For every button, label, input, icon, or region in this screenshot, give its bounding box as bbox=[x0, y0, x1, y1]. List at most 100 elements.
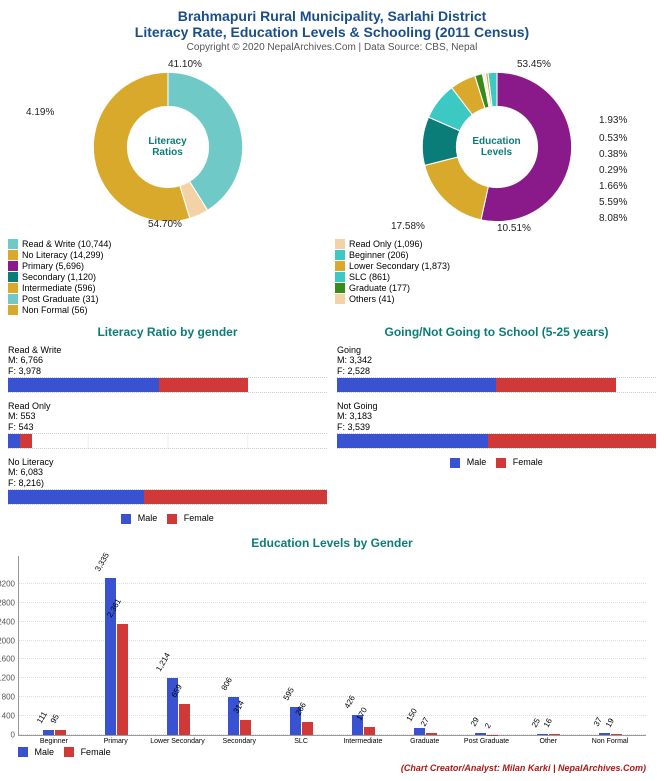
legend-label: No Literacy (14,299) bbox=[22, 250, 104, 260]
vbar-legend: Male Female bbox=[18, 747, 656, 758]
vbar-category: Secondary bbox=[209, 738, 269, 745]
legend-item: Secondary (1,120) bbox=[8, 272, 329, 282]
ytick: 2400 bbox=[0, 617, 15, 626]
vbar-category: Non Formal bbox=[580, 738, 640, 745]
hbar-label: No LiteracyM: 6,083F: 8,216) bbox=[8, 457, 327, 488]
legend-label: Primary (5,696) bbox=[22, 261, 84, 271]
legend-label: Beginner (206) bbox=[349, 250, 409, 260]
pct-label: 0.53% bbox=[599, 133, 627, 144]
legend-label: Secondary (1,120) bbox=[22, 272, 96, 282]
legend-item: Read & Write (10,744) bbox=[8, 239, 329, 249]
vbar-value: 37 bbox=[592, 716, 604, 728]
donut-literacy: LiteracyRatios41.10%4.19%54.70% bbox=[8, 57, 327, 237]
hbar-male bbox=[337, 378, 496, 392]
legend-label: Read Only (1,096) bbox=[349, 239, 423, 249]
hbar-label: Not GoingM: 3,183F: 3,539 bbox=[337, 401, 656, 432]
ytick: 1200 bbox=[0, 674, 15, 683]
vbar-group: 150 27 bbox=[395, 556, 455, 735]
legend-swatch bbox=[8, 239, 18, 249]
ytick: 2800 bbox=[0, 598, 15, 607]
legend-swatch bbox=[335, 239, 345, 249]
vbar-male: 150 bbox=[414, 728, 425, 735]
vbar-value: 25 bbox=[530, 716, 542, 728]
hbar-label: GoingM: 3,342F: 2,528 bbox=[337, 345, 656, 376]
hbar2-title: Going/Not Going to School (5-25 years) bbox=[337, 325, 656, 339]
vbar-value: 29 bbox=[469, 716, 481, 728]
vbar-value: 2 bbox=[483, 721, 493, 729]
vbar-group: 25 16 bbox=[519, 556, 579, 735]
hbar-male bbox=[337, 434, 488, 448]
pct-label: 1.66% bbox=[599, 181, 627, 192]
vbar-group: 806 314 bbox=[210, 556, 270, 735]
vbar-female: 16 bbox=[549, 734, 560, 735]
hbar-row: No LiteracyM: 6,083F: 8,216) bbox=[8, 457, 327, 505]
vbar-group: 1,214 659 bbox=[148, 556, 208, 735]
pct-label: 0.38% bbox=[599, 149, 627, 160]
hbar1-legend: Male Female bbox=[8, 513, 327, 524]
hbar-male bbox=[8, 434, 20, 448]
shared-legend: Read & Write (10,744) Read Only (1,096) No… bbox=[8, 239, 656, 315]
legend-male: Male bbox=[138, 513, 158, 523]
vbar-group: 595 266 bbox=[272, 556, 332, 735]
legend-female: Female bbox=[81, 747, 111, 757]
vbar-value: 595 bbox=[281, 686, 295, 702]
hbar-row: Read & WriteM: 6,766F: 3,978 bbox=[8, 345, 327, 393]
hbar-row: Not GoingM: 3,183F: 3,539 bbox=[337, 401, 656, 449]
legend-item: Others (41) bbox=[335, 294, 656, 304]
vbar-category: Primary bbox=[86, 738, 146, 745]
vbar-female: 27 bbox=[426, 733, 437, 734]
hbar1-title: Literacy Ratio by gender bbox=[8, 325, 327, 339]
vbar-female: 95 bbox=[55, 730, 66, 734]
infographic-root: Brahmapuri Rural Municipality, Sarlahi D… bbox=[0, 0, 664, 781]
hbar-row: GoingM: 3,342F: 2,528 bbox=[337, 345, 656, 393]
legend-swatch bbox=[8, 283, 18, 293]
legend-item: Graduate (177) bbox=[335, 283, 656, 293]
hbar-track bbox=[8, 433, 327, 449]
ytick: 2000 bbox=[0, 636, 15, 645]
hbar-female bbox=[144, 490, 327, 504]
legend-swatch bbox=[335, 283, 345, 293]
hbar-label: Read & WriteM: 6,766F: 3,978 bbox=[8, 345, 327, 376]
legend-swatch bbox=[335, 250, 345, 260]
vbar-value: 111 bbox=[35, 709, 49, 724]
donuts-row: LiteracyRatios41.10%4.19%54.70% Educatio… bbox=[8, 57, 656, 237]
vbar-value: 170 bbox=[355, 706, 369, 722]
vbar-category: Graduate bbox=[395, 738, 455, 745]
donut-education: EducationLevels53.45%17.58%10.51%8.08%5.… bbox=[337, 57, 656, 237]
vbar-title: Education Levels by Gender bbox=[8, 536, 656, 550]
vbar-male: 37 bbox=[599, 733, 610, 735]
pct-label: 5.59% bbox=[599, 197, 627, 208]
legend-female: Female bbox=[513, 457, 543, 467]
vbar-female: 2,361 bbox=[117, 624, 128, 735]
legend-item: SLC (861) bbox=[335, 272, 656, 282]
vbar-male: 111 bbox=[43, 730, 54, 735]
vbar-group: 37 19 bbox=[580, 556, 640, 735]
pct-label: 54.70% bbox=[148, 219, 182, 230]
hbar-male bbox=[8, 490, 144, 504]
vbar-group: 3,335 2,361 bbox=[87, 556, 147, 735]
hbar-row: Read OnlyM: 553F: 543 bbox=[8, 401, 327, 449]
vbar-value: 95 bbox=[49, 713, 61, 725]
pct-label: 0.29% bbox=[599, 165, 627, 176]
vbar-category: Other bbox=[518, 738, 578, 745]
hbar-track bbox=[8, 377, 327, 393]
vbar-female: 266 bbox=[302, 722, 313, 735]
legend-male: Male bbox=[35, 747, 55, 757]
legend-item: Post Graduate (31) bbox=[8, 294, 329, 304]
legend-label: Graduate (177) bbox=[349, 283, 410, 293]
hbar2-legend: Male Female bbox=[337, 457, 656, 468]
vbar-value: 1,214 bbox=[154, 651, 172, 673]
footer-credit: (Chart Creator/Analyst: Milan Karki | Ne… bbox=[8, 763, 656, 773]
pct-label: 1.93% bbox=[599, 115, 627, 126]
vbar-male: 25 bbox=[537, 734, 548, 735]
legend-swatch bbox=[335, 272, 345, 282]
hbar-track bbox=[337, 433, 656, 449]
vbar-value: 150 bbox=[405, 707, 419, 723]
ytick: 1600 bbox=[0, 655, 15, 664]
legend-item: Intermediate (596) bbox=[8, 283, 329, 293]
legend-item: Read Only (1,096) bbox=[335, 239, 656, 249]
hbar-schooling: Going/Not Going to School (5-25 years) G… bbox=[337, 325, 656, 524]
vbar-category: Beginner bbox=[24, 738, 84, 745]
vbar-value: 16 bbox=[542, 717, 554, 729]
vbar-value: 806 bbox=[219, 676, 233, 692]
